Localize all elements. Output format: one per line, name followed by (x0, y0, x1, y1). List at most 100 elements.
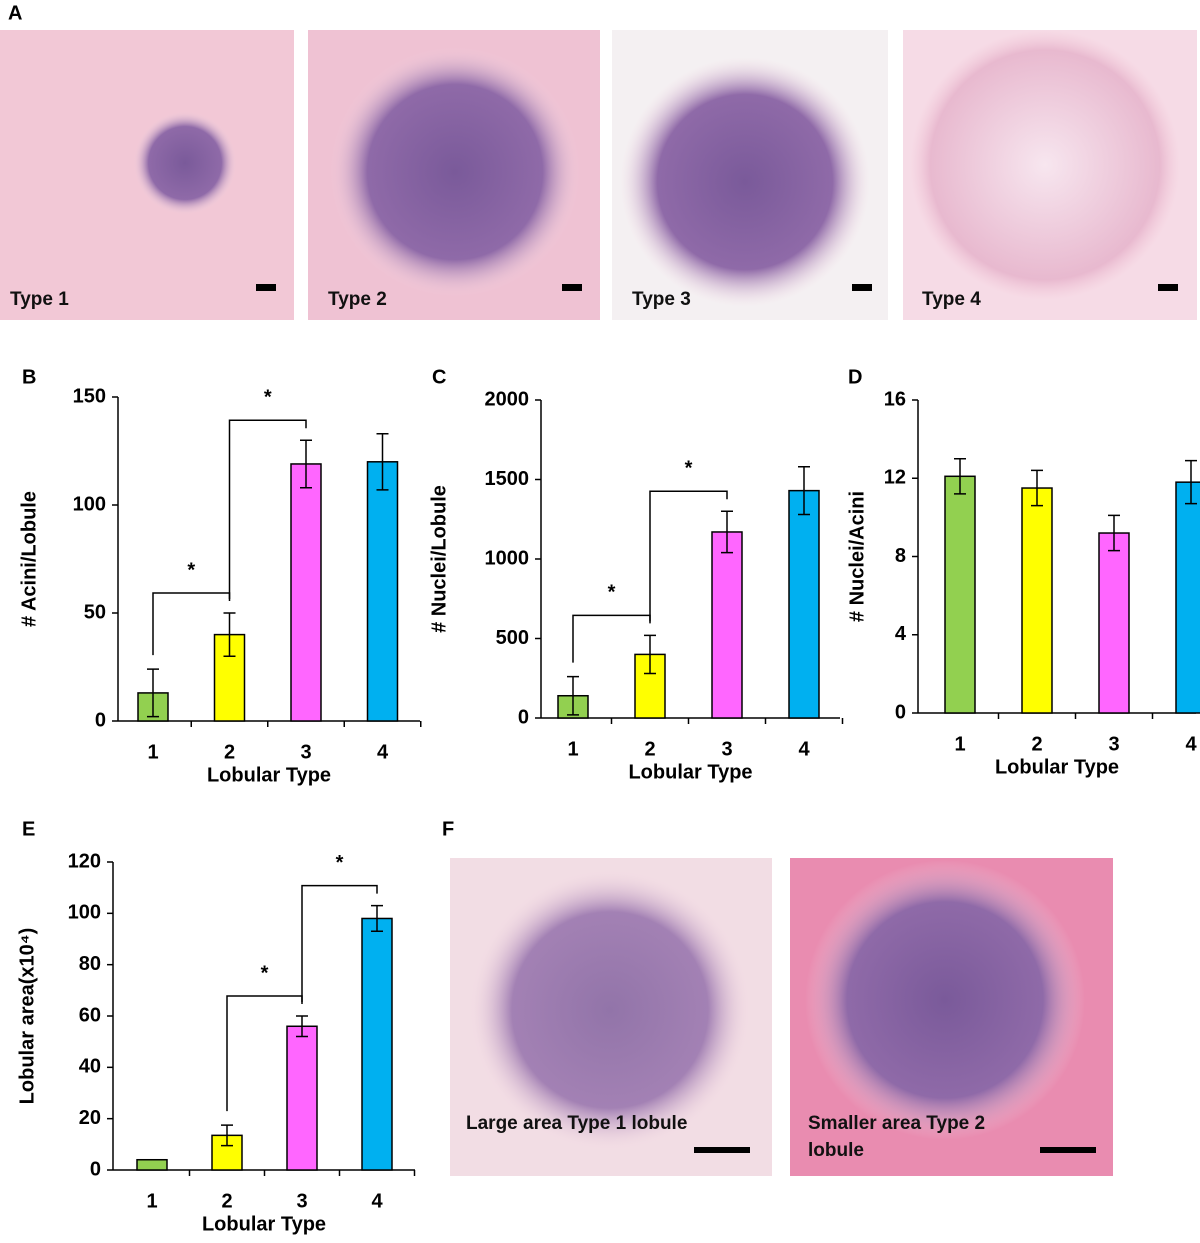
significance-label: * (608, 582, 616, 604)
significance-label: * (264, 386, 272, 408)
y-tick-label: 0 (90, 1158, 101, 1180)
scale-bar (852, 284, 872, 291)
y-tick-label: 80 (79, 953, 101, 975)
significance-label: * (336, 852, 344, 874)
y-tick-label: 4 (895, 623, 907, 645)
significance-bracket (301, 884, 378, 1002)
image-row: Type 1 Type 2 Type 3 Type 4 (0, 30, 1197, 320)
bar (1021, 487, 1053, 714)
error-bar (954, 457, 966, 495)
error-bar (300, 439, 312, 489)
significance-label: * (187, 559, 195, 581)
y-tick-label: 150 (73, 385, 106, 407)
image-caption: Type 3 (632, 289, 691, 310)
error-bar (1185, 459, 1197, 505)
x-tick-label: 1 (146, 1190, 157, 1212)
error-bar (798, 466, 810, 516)
lobule (910, 30, 1180, 300)
x-tick-label: 2 (224, 741, 235, 763)
bar (136, 1158, 168, 1171)
image-caption: Type 1 (10, 289, 69, 310)
x-tick-label: 1 (567, 738, 578, 760)
bar (1098, 532, 1130, 714)
panel-label: C (432, 366, 446, 388)
x-tick-label: 2 (644, 738, 655, 760)
lobule (620, 57, 870, 307)
scale-bar (562, 284, 582, 291)
y-axis-title: # Acini/Lobule (18, 491, 40, 627)
y-tick-label: 2000 (485, 388, 530, 410)
x-tick-label: 2 (221, 1190, 232, 1212)
lobule (470, 870, 750, 1150)
bar (366, 461, 399, 722)
x-tick-label: 3 (300, 741, 311, 763)
y-tick-label: 0 (95, 709, 106, 731)
y-tick-label: 500 (496, 627, 529, 649)
x-tick-label: 1 (954, 733, 965, 755)
x-axis-title: Lobular Type (995, 756, 1119, 778)
x-tick-label: 3 (1108, 733, 1119, 755)
significance-bracket (228, 419, 307, 599)
error-bar (567, 675, 579, 716)
x-tick-label: 4 (1185, 733, 1197, 755)
y-tick-label: 120 (68, 850, 101, 872)
y-axis-title: # Nuclei/Acini (846, 491, 868, 622)
error-bar (147, 668, 159, 718)
error-bar (1108, 514, 1120, 552)
x-tick-label: 4 (798, 738, 810, 760)
bar (361, 917, 393, 1171)
y-tick-label: 1000 (485, 547, 530, 569)
scale-bar (256, 284, 276, 291)
y-tick-label: 8 (895, 545, 906, 567)
f-images: Large area Type 1 lobule Smaller area Ty… (450, 858, 1113, 1176)
scale-bar (1040, 1147, 1096, 1153)
y-tick-label: 60 (79, 1004, 101, 1026)
panel-label: E (22, 818, 35, 840)
panel-label: D (848, 366, 862, 388)
y-tick-label: 16 (884, 388, 906, 410)
bar (944, 475, 976, 714)
y-tick-label: 12 (884, 467, 906, 489)
error-bar (644, 634, 656, 675)
lobule (805, 860, 1085, 1140)
bar (711, 531, 743, 719)
y-tick-label: 1500 (485, 468, 530, 490)
error-bar (1031, 469, 1043, 507)
image-caption: Large area Type 1 lobule (466, 1113, 687, 1134)
error-bar (721, 510, 733, 554)
significance-label: * (261, 962, 269, 984)
y-tick-label: 0 (518, 706, 529, 728)
error-bar (223, 612, 236, 657)
y-tick-label: 20 (79, 1107, 101, 1129)
x-axis-title: Lobular Type (628, 761, 752, 783)
lobule (133, 111, 237, 215)
y-tick-label: 0 (895, 701, 906, 723)
lobule (330, 47, 580, 297)
x-tick-label: 1 (147, 741, 158, 763)
bar (1175, 481, 1200, 714)
x-tick-label: 4 (377, 741, 389, 763)
image-caption: Type 2 (328, 289, 387, 310)
significance-bracket (649, 490, 728, 622)
image-caption: Type 4 (922, 289, 981, 310)
error-bar (296, 1015, 308, 1038)
y-tick-label: 40 (79, 1056, 101, 1078)
panel-label: F (442, 818, 454, 840)
error-bar (376, 432, 389, 491)
x-axis-title: Lobular Type (207, 764, 331, 786)
bar (286, 1025, 318, 1171)
scale-bar (694, 1147, 750, 1153)
y-axis-title: # Nuclei/Lobule (428, 485, 450, 633)
bar (788, 489, 820, 719)
y-tick-label: 100 (73, 493, 106, 515)
error-bar (371, 904, 383, 933)
y-tick-label: 50 (84, 601, 106, 623)
x-tick-label: 3 (721, 738, 732, 760)
bar (290, 463, 322, 722)
x-tick-label: 3 (296, 1190, 307, 1212)
x-axis-title: Lobular Type (202, 1213, 326, 1235)
panel-label: B (22, 366, 36, 388)
x-tick-label: 4 (371, 1190, 383, 1212)
error-bar (221, 1124, 233, 1147)
